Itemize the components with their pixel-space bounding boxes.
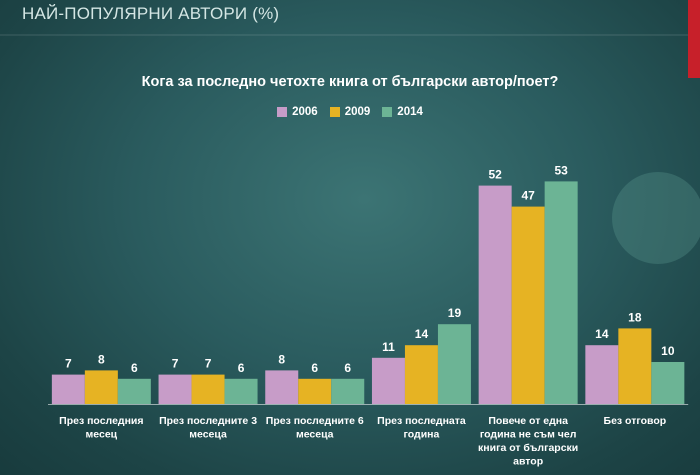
data-label-2009-2: 6 (311, 361, 318, 375)
legend-item-2014: 2014 (382, 106, 423, 118)
data-label-2006-1: 7 (172, 357, 179, 371)
bar-2009-0 (84, 370, 118, 404)
category-label-2-0: През последните 6 (266, 415, 364, 427)
decorative-circle (612, 172, 700, 264)
category-label-2-1: месеца (296, 429, 334, 441)
data-label-2009-0: 8 (98, 352, 105, 366)
legend-item-2006: 2006 (277, 106, 318, 118)
legend-swatch-2009 (329, 107, 340, 117)
legend-swatch-2014 (382, 107, 393, 117)
chart-title: Кога за последно четохте книга от българ… (141, 74, 559, 90)
data-label-2009-5: 18 (628, 310, 642, 324)
data-label-2006-5: 14 (595, 327, 609, 341)
data-label-2014-4: 53 (554, 163, 568, 177)
data-label-2014-1: 6 (238, 361, 245, 375)
category-label-0-1: месец (86, 429, 118, 441)
bar-2006-3 (371, 357, 405, 404)
bar-2006-2 (265, 370, 299, 404)
data-label-2006-0: 7 (65, 357, 72, 371)
chart-legend: 2006 2009 2014 (0, 106, 700, 118)
data-label-2006-3: 11 (382, 340, 395, 354)
data-label-2006-4: 52 (488, 168, 502, 182)
category-label-4-2: книга от български (478, 442, 578, 454)
slide-title: НАЙ-ПОПУЛЯРНИ АВТОРИ (%) (22, 4, 280, 23)
legend-swatch-2006 (277, 107, 288, 117)
data-label-2014-5: 10 (661, 344, 675, 358)
legend-item-2009: 2009 (329, 106, 371, 118)
bar-2014-3 (437, 324, 471, 404)
category-label-4-3: автор (513, 456, 543, 468)
legend-label-2009: 2009 (344, 106, 371, 118)
bar-2006-4 (478, 185, 512, 404)
header-divider (0, 34, 700, 36)
bar-2006-5 (585, 345, 619, 404)
category-label-5-0: Без отговор (604, 415, 667, 427)
legend-label-2014: 2014 (397, 106, 423, 118)
data-label-2014-2: 6 (344, 361, 351, 375)
bar-2009-3 (404, 345, 438, 404)
data-label-2006-2: 8 (278, 352, 285, 366)
data-label-2009-3: 14 (415, 327, 429, 341)
data-label-2009-1: 7 (205, 357, 212, 371)
category-label-4-0: Повече от една (488, 415, 568, 427)
category-label-1-0: През последните 3 (159, 415, 257, 427)
bar-2006-0 (51, 374, 85, 404)
bar-2009-4 (511, 206, 545, 404)
data-label-2014-3: 19 (448, 306, 462, 320)
bar-2009-2 (298, 378, 332, 404)
bar-2014-4 (544, 181, 578, 404)
category-label-1-1: месеца (189, 429, 227, 441)
data-label-2009-4: 47 (521, 189, 535, 203)
bar-2014-0 (117, 378, 151, 404)
data-label-2014-0: 6 (131, 361, 138, 375)
legend-label-2006: 2006 (292, 106, 318, 118)
category-label-4-1: година не съм чел (480, 429, 576, 441)
bar-2014-2 (331, 378, 365, 404)
bar-2014-1 (224, 378, 258, 404)
bar-2014-5 (651, 362, 685, 404)
bar-2006-1 (158, 374, 192, 404)
category-label-3-0: През последната (377, 415, 466, 427)
bar-2009-5 (618, 328, 652, 404)
red-accent-bar (688, 0, 700, 78)
bar-2009-1 (191, 374, 225, 404)
category-label-3-1: година (404, 429, 440, 441)
category-label-0-0: През последния (59, 415, 143, 427)
